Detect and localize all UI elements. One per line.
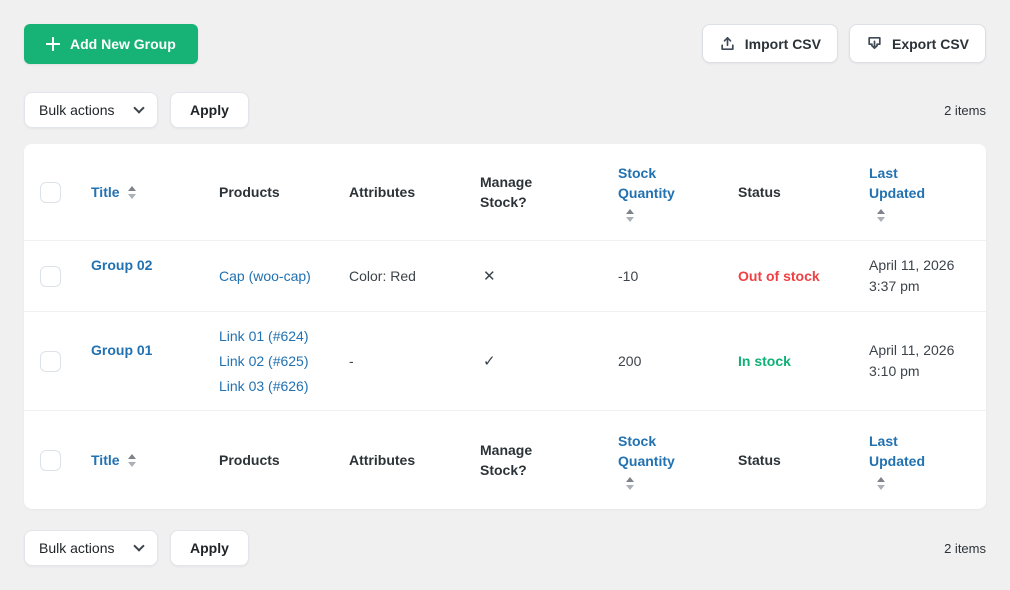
table-footer-row: Title Products Attributes Manage Stock? … <box>24 410 986 509</box>
column-footer-products: Products <box>219 452 280 468</box>
column-header-status: Status <box>738 184 781 200</box>
column-footer-last-updated[interactable]: Last Updated <box>869 431 986 490</box>
bulk-actions-select-wrap: Bulk actions <box>24 92 158 128</box>
column-footer-stock-quantity[interactable]: Stock Quantity <box>618 431 738 490</box>
group-title-link[interactable]: Group 01 <box>91 342 153 358</box>
column-header-attributes: Attributes <box>349 184 416 200</box>
column-header-title[interactable]: Title <box>91 184 136 200</box>
status-badge: Out of stock <box>738 268 820 284</box>
row-checkbox[interactable] <box>40 350 61 372</box>
product-link[interactable]: Cap (woo-cap) <box>219 268 311 284</box>
sort-arrows-icon <box>626 208 738 222</box>
column-footer-status: Status <box>738 452 781 468</box>
column-footer-attributes: Attributes <box>349 452 416 468</box>
sort-arrows-icon <box>626 476 738 490</box>
attributes-value: - <box>349 353 354 369</box>
sort-arrows-icon <box>127 453 136 467</box>
column-header-stock-quantity[interactable]: Stock Quantity <box>618 163 738 222</box>
row-checkbox[interactable] <box>40 265 61 287</box>
apply-button[interactable]: Apply <box>170 92 249 128</box>
attributes-value: Color: Red <box>349 268 416 284</box>
sort-arrows-icon <box>877 208 986 222</box>
cross-icon: ✕ <box>483 268 496 285</box>
add-new-group-button[interactable]: Add New Group <box>24 24 198 64</box>
plus-icon <box>46 37 60 51</box>
top-toolbar: Add New Group Import CSV Export CSV <box>24 24 986 64</box>
bulk-actions-select-bottom[interactable]: Bulk actions <box>24 530 158 566</box>
group-title-link[interactable]: Group 02 <box>91 257 153 273</box>
column-footer-title[interactable]: Title <box>91 452 136 468</box>
check-icon: ✓ <box>483 353 496 370</box>
items-count: 2 items <box>944 102 986 118</box>
table-row: Group 02 Cap (woo-cap) Color: Red ✕ -10 … <box>24 240 986 311</box>
upload-icon <box>719 35 736 52</box>
add-new-group-label: Add New Group <box>70 36 176 52</box>
status-badge: In stock <box>738 353 791 369</box>
bulk-actions-bar-top: Bulk actions Apply 2 items <box>24 92 986 128</box>
select-all-checkbox-top[interactable] <box>40 181 61 203</box>
column-footer-manage-stock: Manage Stock? <box>480 442 533 478</box>
stock-quantity-value: -10 <box>618 268 639 284</box>
table-row: Group 01 Link 01 (#624) Link 02 (#625) L… <box>24 311 986 410</box>
column-header-manage-stock: Manage Stock? <box>480 174 533 210</box>
product-link[interactable]: Link 03 (#626) <box>219 377 309 394</box>
select-all-checkbox-bottom[interactable] <box>40 449 61 471</box>
product-link[interactable]: Link 02 (#625) <box>219 352 309 369</box>
column-header-last-updated[interactable]: Last Updated <box>869 163 986 222</box>
stock-groups-table: Title Products Attributes Manage Stock? … <box>24 144 986 509</box>
sort-arrows-icon <box>877 476 986 490</box>
download-icon <box>866 35 883 52</box>
last-updated-value: April 11, 2026 3:37 pm <box>869 257 955 294</box>
items-count-bottom: 2 items <box>944 540 986 556</box>
product-link[interactable]: Link 01 (#624) <box>219 327 309 344</box>
import-csv-label: Import CSV <box>744 35 821 52</box>
csv-button-group: Import CSV Export CSV <box>701 24 986 63</box>
column-header-products: Products <box>219 184 280 200</box>
bulk-actions-select-wrap: Bulk actions <box>24 530 158 566</box>
table-header-row: Title Products Attributes Manage Stock? … <box>24 144 986 240</box>
apply-button-bottom[interactable]: Apply <box>170 530 249 566</box>
stock-quantity-value: 200 <box>618 353 642 369</box>
bulk-actions-bar-bottom: Bulk actions Apply 2 items <box>24 530 986 566</box>
import-csv-button[interactable]: Import CSV <box>701 24 838 63</box>
export-csv-button[interactable]: Export CSV <box>848 24 986 63</box>
bulk-actions-select[interactable]: Bulk actions <box>24 92 158 128</box>
sort-arrows-icon <box>127 185 136 199</box>
export-csv-label: Export CSV <box>891 35 969 52</box>
last-updated-value: April 11, 2026 3:10 pm <box>869 342 955 379</box>
